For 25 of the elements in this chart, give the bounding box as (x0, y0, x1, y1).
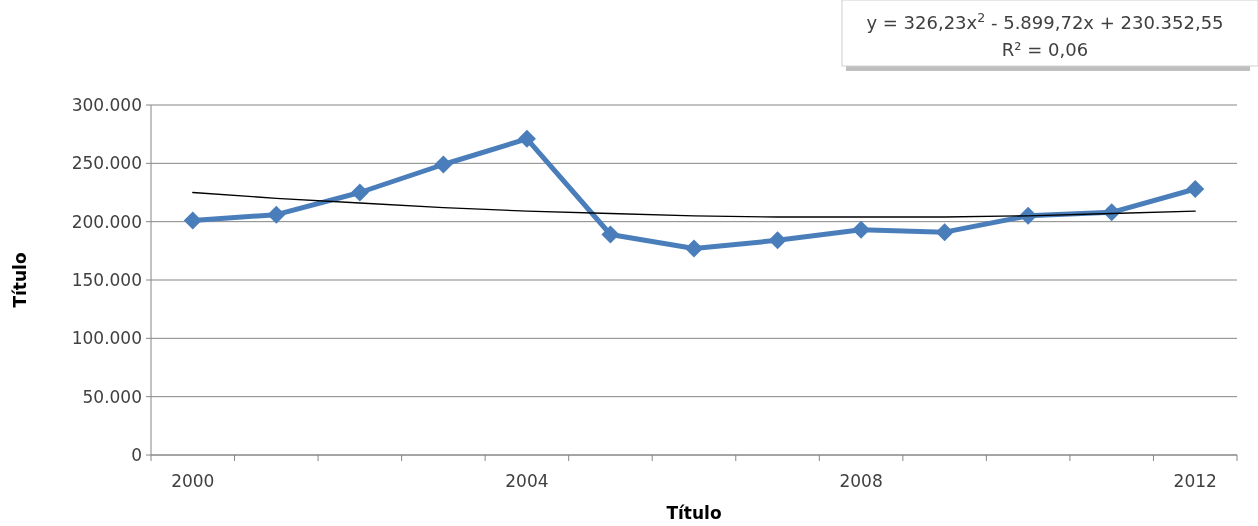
x-tick-label: 2004 (505, 471, 549, 491)
x-tick-label: 2000 (171, 471, 215, 491)
y-tick-label: 250.000 (71, 153, 142, 174)
point (1186, 180, 1205, 198)
x-axis-title: Título (666, 503, 722, 523)
y-axis-title: Título (10, 252, 30, 308)
point (267, 205, 286, 224)
point (434, 155, 453, 174)
y-tick-label: 200.000 (71, 211, 142, 232)
y-tick-label: 100.000 (71, 328, 142, 349)
point (517, 129, 536, 148)
point (601, 225, 620, 244)
x-tick-label: 2008 (839, 471, 883, 491)
x-tick-label: 2012 (1173, 471, 1217, 491)
point (685, 239, 703, 258)
y-tick-label: 150.000 (71, 269, 142, 290)
text: R² = 0,06 (1001, 39, 1089, 60)
y-tick-label: 300.000 (71, 94, 142, 115)
text: y = 326,23x$^{2}$ - 5.899,72x + 230.352,55 (866, 9, 1224, 33)
point (768, 231, 787, 250)
point (935, 223, 954, 242)
y-tick-label: 0 (131, 444, 142, 465)
point (350, 183, 369, 202)
point (183, 211, 202, 230)
y-tick-label: 50.000 (82, 386, 142, 407)
